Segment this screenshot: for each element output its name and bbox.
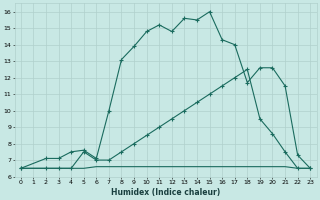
X-axis label: Humidex (Indice chaleur): Humidex (Indice chaleur) bbox=[111, 188, 220, 197]
